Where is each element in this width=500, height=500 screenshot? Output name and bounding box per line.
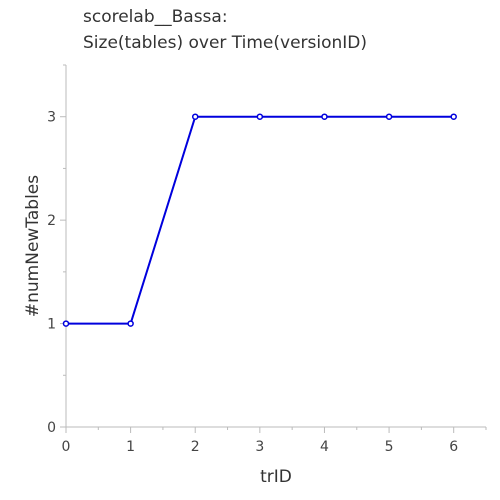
x-axis-label: trID: [260, 467, 292, 487]
x-tick-label: 3: [255, 439, 264, 455]
data-point: [385, 113, 393, 120]
y-axis-label: #numNewTables: [23, 175, 43, 317]
y-tick-label: 0: [47, 420, 56, 436]
x-tick-label: 4: [320, 439, 329, 455]
data-point: [127, 320, 134, 327]
data-point: [321, 113, 328, 120]
chart-title-line2: Size(tables) over Time(versionID): [83, 33, 368, 53]
y-tick-label: 1: [47, 317, 56, 333]
ticks: 0 1 2 3 4 5 6 0 1 2 3: [47, 64, 487, 455]
chart-title-line1: scorelab__Bassa:: [83, 7, 228, 27]
x-tick-label: 0: [62, 439, 71, 455]
x-tick-label: 1: [126, 439, 135, 455]
x-tick-label: 2: [191, 439, 200, 455]
data-point: [62, 320, 70, 327]
x-tick-label: 6: [449, 439, 458, 455]
data-point: [191, 113, 199, 120]
x-tick-label: 5: [385, 439, 394, 455]
series-layer: [62, 113, 457, 327]
series-line: [66, 115, 454, 325]
data-point: [256, 113, 264, 120]
axes: [65, 65, 486, 428]
data-point: [450, 113, 457, 120]
y-tick-label: 2: [47, 213, 56, 229]
y-tick-label: 3: [47, 110, 56, 126]
